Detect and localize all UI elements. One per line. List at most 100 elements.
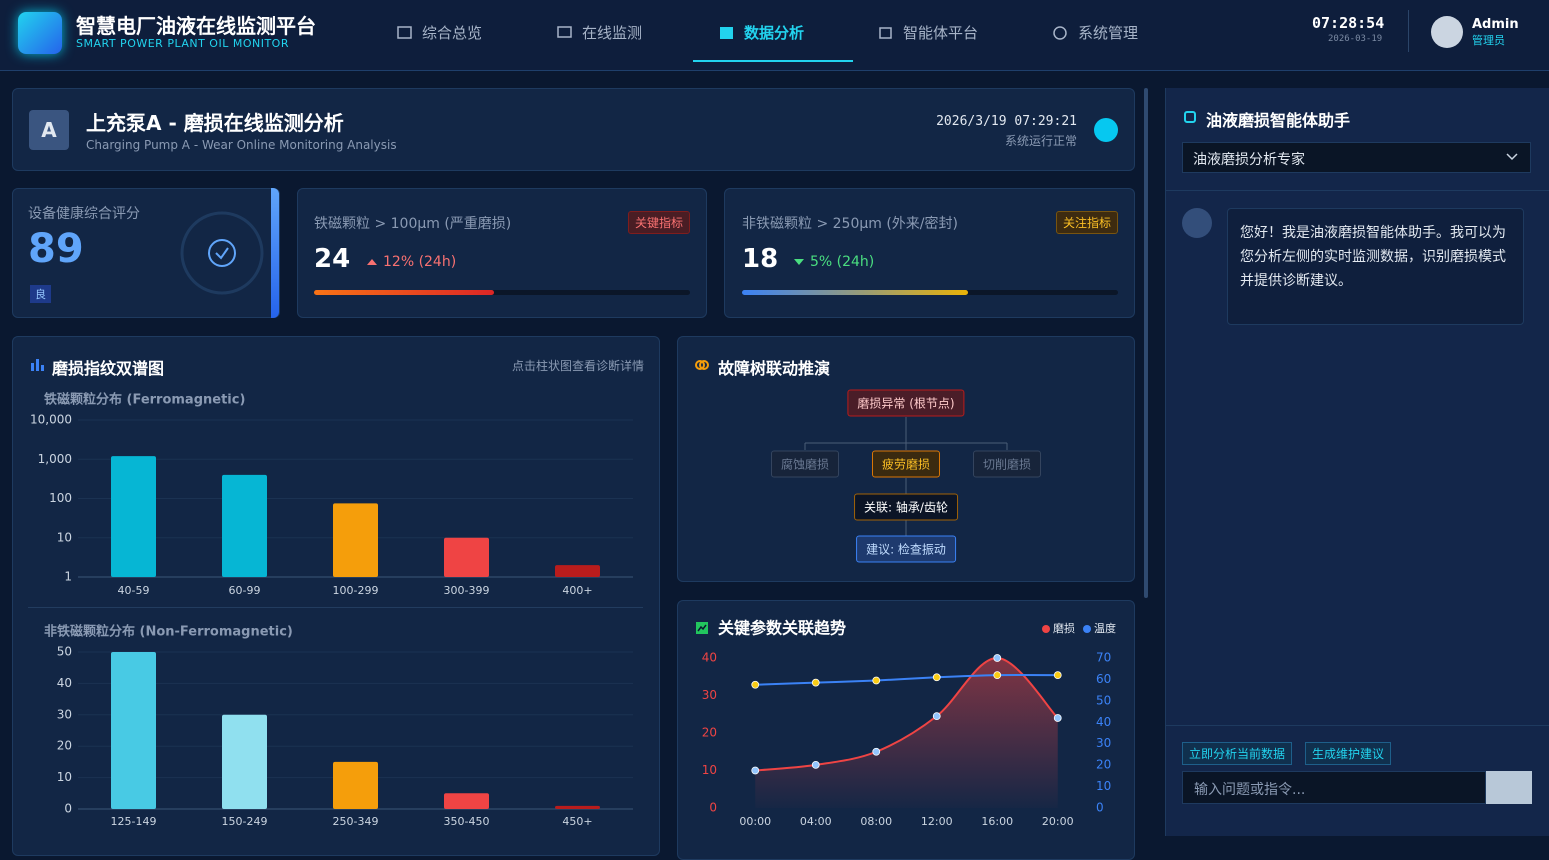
- nav-item[interactable]: 综合总览: [396, 22, 482, 43]
- kpi-change: 12% (24h): [383, 254, 457, 270]
- health-accent: [271, 188, 279, 318]
- nav-label[interactable]: 在线监测: [582, 24, 643, 42]
- y-tick-label: 50: [57, 645, 72, 659]
- x-tick-label: 20:00: [1042, 815, 1074, 828]
- mode-select-value[interactable]: 油液磨损分析专家: [1193, 152, 1305, 168]
- status: 系统运行正常: [1004, 134, 1077, 148]
- avatar[interactable]: [1431, 16, 1463, 48]
- y-tick-label: 10: [702, 763, 717, 777]
- progress-track: [314, 290, 690, 295]
- panel-hint[interactable]: 点击柱状图查看诊断详情: [511, 359, 644, 373]
- device-subtitle: Charging Pump A - Wear Online Monitoring…: [86, 138, 397, 152]
- tree-node[interactable]: 疲劳磨损: [871, 450, 941, 478]
- app-subtitle: SMART POWER PLANT OIL MONITOR: [76, 37, 289, 50]
- y-tick-label: 1,000: [38, 452, 72, 466]
- nav-item[interactable]: 数据分析: [718, 22, 804, 43]
- tree-node[interactable]: 腐蚀磨损: [770, 450, 840, 478]
- nav-item[interactable]: 智能体平台: [877, 22, 978, 43]
- y-tick-label: 0: [709, 801, 717, 815]
- device-panel: [12, 88, 1135, 171]
- bot-message: 您好！我是油液磨损智能体助手。我可以为您分析左侧的实时监测数据，识别磨损模式并提…: [1227, 208, 1524, 325]
- y-tick-label: 20: [57, 739, 72, 753]
- y-tick-label: 0: [64, 802, 72, 816]
- tree-root[interactable]: 磨损异常 (根节点): [847, 389, 965, 417]
- kpi-label: 非铁磁颗粒 > 250μm (外来/密封): [742, 216, 958, 232]
- progress-bar: [314, 290, 495, 295]
- point: [993, 671, 1002, 680]
- quick-action[interactable]: 立即分析当前数据: [1182, 742, 1293, 765]
- bar: [555, 565, 600, 577]
- separator: [1165, 190, 1549, 191]
- user-name[interactable]: Admin: [1472, 17, 1519, 32]
- panel-icon: [1184, 111, 1196, 123]
- y-tick-label: 30: [57, 707, 72, 721]
- x-tick-label: 100-299: [333, 584, 379, 597]
- kpi-tag: 关注指标: [1055, 211, 1118, 234]
- kpi-card: [297, 188, 707, 318]
- chart-title: 关键参数关联趋势: [718, 619, 846, 638]
- bar: [333, 761, 378, 809]
- nav-active-underline: [693, 60, 853, 62]
- point: [872, 676, 881, 685]
- bot-avatar: [1182, 208, 1212, 238]
- tree-link[interactable]: 关联: 轴承/齿轮: [854, 493, 958, 521]
- x-tick-label: 40-59: [118, 584, 150, 597]
- panel-title: 磨损指纹双谱图: [52, 359, 165, 378]
- kpi-up-arrow: [367, 259, 377, 265]
- device-badge: A: [29, 110, 69, 150]
- y-tick-label: 1: [64, 570, 72, 584]
- nav-item[interactable]: 在线监测: [556, 22, 642, 43]
- nav-label[interactable]: 数据分析: [744, 24, 805, 42]
- y-tick-label: 20: [702, 726, 717, 740]
- y-tick-label: 10: [57, 770, 72, 784]
- x-tick-label: 04:00: [800, 815, 832, 828]
- tree-advice[interactable]: 建议: 检查振动: [856, 535, 956, 563]
- chat-placeholder[interactable]: 输入问题或指令...: [1194, 782, 1306, 798]
- mode-select[interactable]: [1182, 142, 1531, 173]
- separator: [1165, 725, 1549, 726]
- tree-node[interactable]: 切削磨损: [972, 450, 1042, 478]
- x-tick-label: 12:00: [921, 815, 953, 828]
- y-tick-label: 40: [57, 676, 72, 690]
- clock: 07:28:54: [1312, 14, 1385, 32]
- y2-tick-label: 70: [1096, 651, 1111, 665]
- nav-label[interactable]: 智能体平台: [903, 24, 979, 42]
- y2-tick-label: 30: [1096, 736, 1111, 750]
- nav-item[interactable]: 系统管理: [1052, 22, 1138, 43]
- kpi-value: 24: [314, 244, 351, 274]
- refresh-button[interactable]: [1094, 118, 1118, 142]
- user-role: 管理员: [1472, 34, 1505, 47]
- area: [755, 657, 1058, 808]
- quick-action[interactable]: 生成维护建议: [1305, 742, 1392, 765]
- logo: [18, 12, 62, 54]
- chevron: [1506, 153, 1518, 161]
- kpi-down-arrow: [794, 259, 804, 265]
- send-button[interactable]: [1486, 771, 1532, 804]
- chat-input[interactable]: [1182, 771, 1486, 804]
- nav-label[interactable]: 系统管理: [1078, 24, 1139, 42]
- kpi-tag: 关键指标: [627, 211, 690, 234]
- progress-track: [742, 290, 1118, 295]
- x-tick-label: 150-249: [222, 815, 268, 828]
- kpi-label: 铁磁颗粒 > 100μm (严重磨损): [314, 216, 512, 232]
- progress-bar: [742, 290, 968, 295]
- scrollbar[interactable]: [1144, 88, 1148, 598]
- bar: [444, 793, 489, 809]
- nav-label[interactable]: 综合总览: [422, 24, 483, 42]
- health-icon: [180, 211, 264, 295]
- legend-swatch: [1042, 625, 1050, 633]
- kpi-card: [724, 188, 1135, 318]
- point: [932, 712, 941, 721]
- chart-title: 非铁磁颗粒分布 (Non-Ferromagnetic): [44, 624, 293, 640]
- health-grade: 良: [30, 285, 51, 303]
- app-title: 智慧电厂油液在线监测平台: [76, 14, 316, 38]
- health-score: 89: [28, 226, 84, 272]
- x-tick-label: 08:00: [860, 815, 892, 828]
- point: [932, 673, 941, 682]
- charts: 铁磁颗粒分布 (Ferromagnetic)1101001,00010,0004…: [30, 392, 1116, 829]
- point: [811, 760, 820, 769]
- panel-icon: [31, 359, 44, 371]
- point: [993, 654, 1002, 662]
- x-tick-label: 00:00: [739, 815, 771, 828]
- y2-tick-label: 10: [1096, 779, 1111, 793]
